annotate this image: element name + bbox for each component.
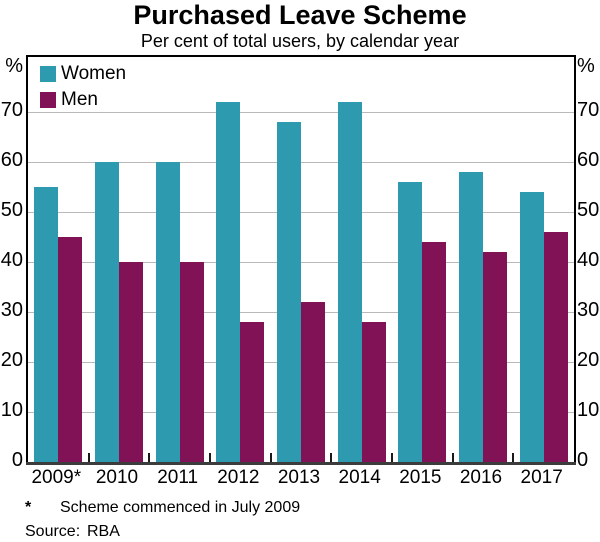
bar-women-2015 (398, 182, 423, 462)
legend-item-men: Men (40, 87, 126, 113)
x-axis-tick (330, 453, 333, 462)
bar-men-2011 (179, 262, 204, 462)
gridline (28, 212, 574, 213)
y-axis-tick-label-right: 60 (577, 149, 600, 171)
source-value: RBA (87, 523, 120, 540)
footnote-text: Scheme commenced in July 2009 (60, 499, 301, 516)
y-axis-tick-label-left: 0 (11, 449, 23, 471)
x-axis-label-2012: 2012 (217, 467, 260, 488)
gridline (28, 112, 574, 113)
gridline (28, 162, 574, 163)
legend-item-women: Women (40, 61, 126, 87)
x-axis-label-2010: 2010 (95, 467, 139, 488)
x-axis-tick (269, 453, 272, 462)
x-axis-label-2009: 2009* (31, 467, 82, 488)
y-axis-tick-label-left: 60 (0, 149, 23, 171)
bar-women-2013 (277, 122, 301, 462)
bar-women-2014 (337, 102, 362, 462)
y-axis-unit-left: % (5, 55, 23, 77)
legend-swatch-women (40, 66, 56, 82)
y-axis-tick-label-right: 10 (577, 399, 600, 421)
x-axis-label-2014: 2014 (338, 467, 381, 488)
x-axis-tick (512, 453, 515, 462)
x-axis-label-2016: 2016 (459, 467, 503, 488)
x-axis-label-2011: 2011 (157, 467, 199, 488)
gridline (28, 262, 574, 263)
chart-subtitle: Per cent of total users, by calendar yea… (140, 31, 460, 51)
legend-label-women: Women (61, 63, 127, 84)
bar-men-2016 (483, 252, 507, 462)
x-axis-label-2017: 2017 (520, 467, 563, 488)
footnote-marker: * (25, 499, 32, 516)
bar-women-2009 (34, 187, 59, 462)
chart-title: Purchased Leave Scheme (133, 0, 467, 30)
x-axis-tick (209, 453, 211, 462)
y-axis-tick-label-left: 50 (0, 199, 23, 221)
x-axis-tick (451, 453, 454, 462)
y-axis-tick-label-right: 20 (577, 349, 600, 371)
plot-area: Women Men (26, 55, 576, 465)
bar-men-2009 (58, 237, 83, 462)
y-axis-tick-label-left: 20 (0, 349, 23, 371)
bar-women-2011 (155, 162, 180, 462)
bar-women-2012 (216, 102, 241, 462)
bar-men-2012 (240, 322, 265, 462)
x-axis-tick (391, 453, 393, 462)
bar-men-2015 (422, 242, 447, 462)
y-axis-tick-label-right: 0 (577, 449, 589, 471)
y-axis-tick-label-left: 70 (0, 99, 23, 121)
y-axis-tick-label-left: 40 (0, 249, 23, 271)
source-label: Source: (25, 523, 81, 540)
x-axis-tick (148, 453, 151, 462)
bar-men-2014 (361, 322, 386, 462)
bar-women-2010 (95, 162, 119, 462)
bar-women-2016 (459, 172, 483, 462)
x-axis-line (26, 462, 576, 465)
legend-label-men: Men (61, 89, 98, 110)
x-axis-label-2013: 2013 (277, 467, 321, 488)
y-axis-tick-label-right: 70 (577, 99, 600, 121)
bar-men-2017 (543, 232, 568, 462)
y-axis-tick-label-right: 40 (577, 249, 600, 271)
bar-men-2013 (301, 302, 325, 462)
y-axis-tick-label-right: 50 (577, 199, 600, 221)
y-axis-unit-right: % (577, 55, 595, 77)
bar-women-2017 (519, 192, 544, 462)
y-axis-tick-label-right: 30 (577, 299, 600, 321)
y-axis-tick-label-left: 10 (0, 399, 23, 421)
legend: Women Men (40, 61, 126, 113)
x-axis-label-2015: 2015 (399, 467, 442, 488)
y-axis-tick-label-left: 30 (0, 299, 23, 321)
x-axis-tick (87, 453, 90, 462)
bar-men-2010 (119, 262, 143, 462)
legend-swatch-men (40, 92, 56, 108)
